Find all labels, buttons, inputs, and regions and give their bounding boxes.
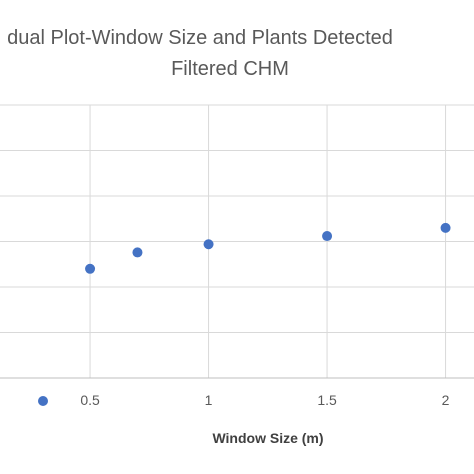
legend-marker — [38, 396, 48, 406]
chart-subtitle: Filtered CHM — [171, 58, 289, 80]
chart-title: dual Plot-Window Size and Plants Detecte… — [7, 27, 393, 49]
gridlines — [0, 104, 474, 378]
x-tick-labels: 0.5 1 1.5 2 — [80, 392, 449, 408]
data-point — [132, 247, 143, 258]
data-point — [322, 231, 333, 242]
data-point — [85, 263, 96, 274]
x-axis-label: Window Size (m) — [212, 430, 323, 446]
data-point — [440, 222, 451, 233]
x-tick-label: 0.5 — [80, 392, 100, 408]
data-point — [203, 239, 214, 250]
data-points — [85, 222, 451, 274]
x-tick-label: 1.5 — [317, 392, 337, 408]
x-tick-label: 1 — [205, 392, 213, 408]
x-tick-label: 2 — [442, 392, 450, 408]
